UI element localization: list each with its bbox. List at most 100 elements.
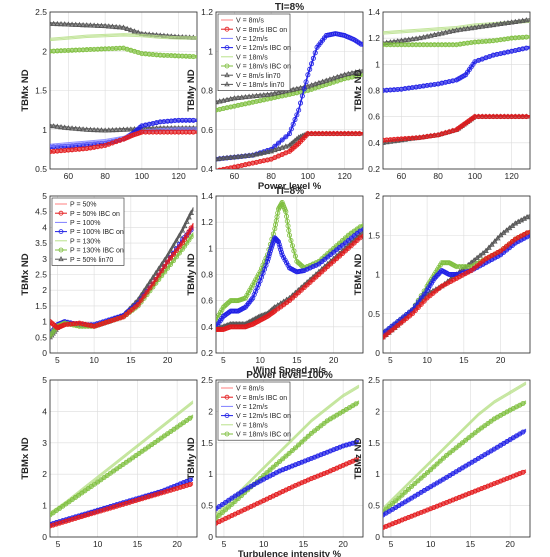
legend-marker	[224, 45, 230, 50]
legend-label: V = 12m/s	[236, 36, 268, 43]
data-point	[98, 143, 104, 149]
data-point	[386, 503, 392, 509]
data-point	[57, 520, 63, 526]
data-point	[274, 237, 280, 243]
data-point	[399, 517, 405, 523]
data-point	[183, 53, 189, 59]
ytick-label: 0.4	[201, 164, 213, 174]
panel-r2c1: 5 10 15 20 0 0.5 1 1.5 2 2.5 3 3.5 4 4.5 5 TBMx ND P = 5…	[20, 191, 198, 365]
data-point	[398, 86, 404, 92]
data-point	[231, 95, 238, 101]
data-point	[153, 277, 159, 283]
data-point	[312, 50, 318, 56]
data-point	[383, 137, 386, 143]
data-point	[71, 321, 77, 327]
data-point	[187, 415, 193, 421]
xtick-label: 15	[299, 539, 309, 549]
legend-marker	[58, 247, 64, 253]
data-point	[98, 22, 105, 28]
data-point	[318, 423, 324, 429]
data-point	[402, 37, 408, 43]
ytick-label: 1	[375, 270, 380, 280]
data-point	[87, 47, 93, 53]
data-point	[286, 142, 293, 148]
legend-label: V = 12m/s IBC on	[236, 45, 291, 52]
data-point	[331, 447, 337, 453]
data-point	[121, 314, 127, 320]
data-point	[334, 73, 341, 80]
data-point	[247, 287, 253, 293]
data-point	[298, 262, 304, 268]
data-point	[94, 22, 101, 28]
data-point	[95, 509, 101, 515]
data-point	[105, 23, 112, 29]
data-point	[162, 269, 168, 275]
series-line	[383, 37, 530, 47]
y-axis-label: TBMx ND	[20, 69, 31, 111]
plot-area	[383, 17, 530, 145]
data-point	[165, 129, 171, 135]
data-point	[501, 20, 508, 26]
data-point	[106, 46, 112, 52]
legend-label: V = 12m/s	[236, 404, 268, 411]
data-point	[305, 433, 311, 439]
data-point	[143, 129, 149, 135]
data-point	[415, 304, 421, 310]
data-point	[65, 47, 71, 53]
data-point	[353, 439, 359, 445]
data-point	[113, 126, 120, 133]
data-point	[83, 126, 90, 132]
data-point	[302, 458, 308, 464]
data-point	[447, 498, 453, 504]
data-point	[307, 66, 313, 72]
axes-frame	[49, 195, 198, 354]
data-point	[469, 489, 475, 495]
data-point	[152, 492, 158, 498]
data-point	[232, 498, 238, 504]
data-point	[393, 520, 399, 526]
data-point	[50, 122, 53, 128]
data-point	[331, 258, 337, 264]
data-point	[479, 425, 485, 431]
data-point	[184, 483, 190, 489]
data-point	[321, 420, 327, 426]
ytick-label: 1	[208, 469, 213, 479]
data-point	[271, 146, 278, 153]
data-point	[54, 20, 61, 27]
data-point	[50, 522, 56, 528]
data-point	[216, 312, 222, 318]
data-point	[165, 259, 171, 265]
data-point	[427, 293, 433, 299]
data-point	[231, 164, 237, 169]
panel-r1c1: 60 80 100 120 0.5 1 1.5 2 2.5 TBMx ND	[20, 7, 198, 181]
data-point	[294, 258, 300, 264]
legend: P = 50% P = 50% IBC on P = 100% P = 100% IB…	[51, 197, 125, 266]
data-point	[264, 96, 270, 102]
data-point	[102, 127, 109, 133]
data-point	[433, 288, 439, 294]
data-point	[524, 213, 530, 220]
data-point	[498, 37, 504, 43]
data-point	[219, 326, 225, 332]
data-point	[340, 462, 346, 468]
data-point	[316, 79, 322, 86]
data-point	[490, 21, 497, 28]
data-point	[69, 125, 75, 131]
data-point	[152, 270, 159, 276]
data-point	[220, 97, 227, 103]
data-point	[242, 162, 248, 168]
ytick-label: 0.5	[368, 309, 380, 319]
data-point	[427, 32, 434, 38]
data-point	[227, 154, 234, 160]
data-point	[157, 119, 163, 125]
data-point	[352, 69, 359, 75]
data-point	[120, 501, 126, 507]
data-point	[250, 99, 256, 105]
ytick-label: 2	[375, 406, 380, 416]
data-point	[296, 481, 302, 487]
data-point	[170, 242, 177, 248]
data-point	[299, 480, 305, 486]
data-point	[393, 498, 399, 504]
data-point	[219, 510, 225, 516]
data-point	[174, 485, 180, 491]
